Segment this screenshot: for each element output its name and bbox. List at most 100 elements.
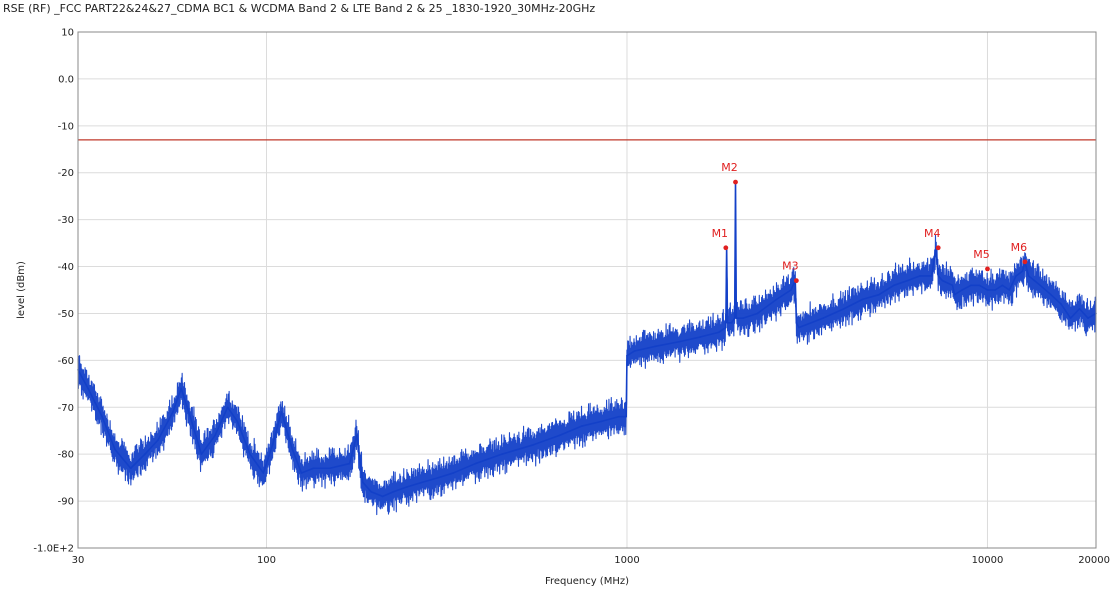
series-noise-band xyxy=(77,217,1097,516)
data-point xyxy=(775,298,778,301)
data-point xyxy=(392,490,395,493)
data-point xyxy=(978,284,981,287)
data-point xyxy=(501,453,503,455)
data-point xyxy=(226,406,229,409)
data-point xyxy=(190,420,193,423)
data-point xyxy=(180,387,183,390)
data-point xyxy=(355,434,358,437)
data-point xyxy=(101,415,103,418)
data-point xyxy=(312,467,315,470)
data-point xyxy=(1078,307,1081,310)
data-point xyxy=(532,444,535,446)
x-axis-label: Frequency (MHz) xyxy=(545,576,629,587)
marker-point xyxy=(723,245,729,251)
x-tick-label: 30 xyxy=(72,555,85,566)
data-point xyxy=(581,425,583,427)
series-line xyxy=(77,181,1097,498)
data-point xyxy=(699,336,702,338)
data-point xyxy=(790,289,792,291)
data-point xyxy=(718,331,720,334)
data-point xyxy=(474,462,477,465)
data-point xyxy=(618,415,620,418)
data-point xyxy=(381,495,384,498)
x-tick-label: 20000 xyxy=(1078,555,1110,566)
chart-title: RSE (RF) _FCC PART22&24&27_CDMA BC1 & WC… xyxy=(3,2,596,15)
data-point xyxy=(919,275,921,277)
y-tick-label: -70 xyxy=(58,403,74,414)
data-point xyxy=(262,472,265,474)
data-point xyxy=(906,279,909,282)
data-point xyxy=(1050,293,1052,296)
data-point xyxy=(271,444,274,446)
data-point xyxy=(329,467,331,470)
data-point xyxy=(893,284,895,287)
data-point xyxy=(795,322,798,324)
data-point xyxy=(861,298,864,301)
marker-label: M4 xyxy=(924,227,941,240)
y-tick-label: -20 xyxy=(58,168,74,179)
data-point xyxy=(1060,303,1062,305)
data-point xyxy=(937,275,940,277)
data-point xyxy=(1033,279,1036,282)
data-point xyxy=(1021,270,1024,273)
data-point xyxy=(300,472,303,474)
data-point xyxy=(362,481,364,484)
x-tick-label: 100 xyxy=(257,555,276,566)
data-point xyxy=(87,387,89,390)
data-point xyxy=(970,284,972,287)
data-point xyxy=(953,293,956,296)
data-point xyxy=(200,453,203,455)
plot-frame xyxy=(77,31,1097,549)
marker-point xyxy=(793,278,799,284)
data-point xyxy=(1015,275,1017,277)
marker-label: M5 xyxy=(973,248,990,261)
data-point xyxy=(236,420,239,423)
marker-point xyxy=(733,179,738,185)
data-point xyxy=(405,486,408,488)
x-tick-label: 1000 xyxy=(614,555,639,566)
data-point xyxy=(157,439,159,441)
data-point xyxy=(735,317,738,319)
data-point xyxy=(633,350,636,352)
marker-label: M1 xyxy=(712,227,729,240)
marker-point xyxy=(1022,259,1028,265)
data-point xyxy=(452,472,455,474)
marker-label: M2 xyxy=(721,161,738,174)
data-point xyxy=(348,462,351,465)
y-tick-label: -30 xyxy=(58,215,74,226)
tick-labels: 10 0.0 -10 -20 -30 -40 -50 -60 -70 -80 -90 -1.0E+23… xyxy=(33,28,1110,567)
data-point xyxy=(756,312,759,315)
data-point xyxy=(280,411,283,413)
data-point xyxy=(291,448,294,451)
marker-label: M3 xyxy=(782,260,799,273)
y-tick-label: -80 xyxy=(58,450,74,461)
x-tick-label: 10000 xyxy=(972,555,1004,566)
data-point xyxy=(172,411,174,413)
data-point xyxy=(1087,317,1089,319)
data-point xyxy=(798,326,800,329)
data-point xyxy=(114,448,116,451)
data-point xyxy=(144,453,146,455)
data-point xyxy=(558,434,561,437)
data-point xyxy=(654,345,657,348)
data-point xyxy=(214,434,216,437)
data-point xyxy=(994,289,996,291)
data-point xyxy=(822,317,824,319)
y-tick-label: -1.0E+2 xyxy=(33,544,74,555)
data-point xyxy=(678,340,681,343)
data-point xyxy=(726,322,729,324)
markers: M1 M2 M3 M4 M5 M6 xyxy=(712,161,1028,284)
y-tick-label: -50 xyxy=(58,309,74,320)
y-tick-label: -90 xyxy=(58,497,74,508)
data-point xyxy=(625,415,627,418)
data-point xyxy=(730,322,733,324)
data-point xyxy=(626,354,628,357)
marker-label: M6 xyxy=(1011,241,1028,254)
data-point xyxy=(437,476,440,479)
data-point xyxy=(951,284,954,287)
data-point xyxy=(986,289,989,291)
y-axis-label: level (dBm) xyxy=(16,261,27,319)
data-point xyxy=(1008,289,1011,291)
marker-point xyxy=(935,245,941,251)
